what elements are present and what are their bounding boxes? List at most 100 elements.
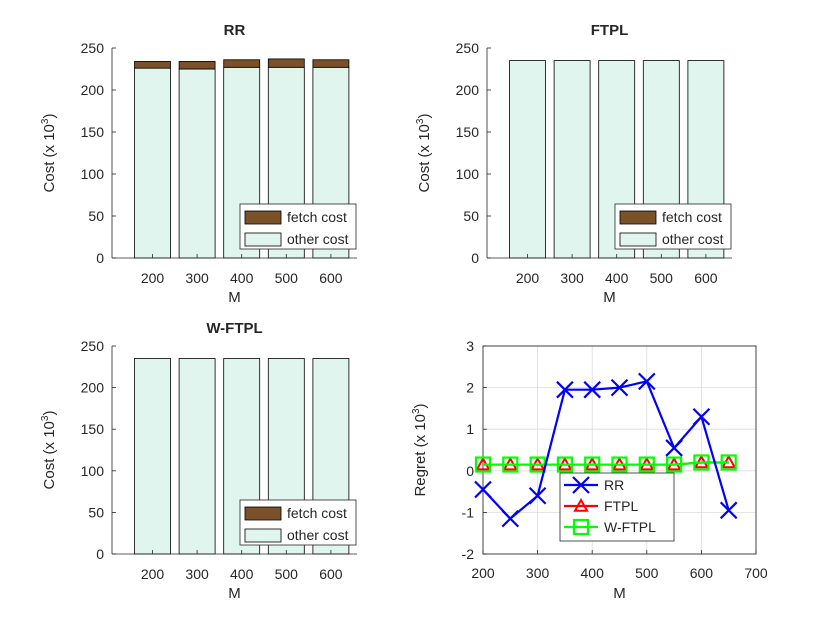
x-tick-label: 400 <box>230 566 254 582</box>
x-tick-label: 500 <box>275 566 299 582</box>
legend: RR FTPL W-FTPL <box>559 472 675 542</box>
legend-label: fetch cost <box>287 505 347 521</box>
y-axis-label-text: Regret (x 10 <box>412 414 429 497</box>
y-axis-label: Cost (x 103) <box>40 411 58 490</box>
x-tick-label: 200 <box>141 566 165 582</box>
y-tick-label: 100 <box>81 463 105 479</box>
legend-label: other cost <box>287 527 349 543</box>
series-line-W-FTPL <box>483 461 729 466</box>
bar-chart-w-ftpl: 0 50 100 150 200 250 200 300 400 500 600 W-FTPL Mfet… <box>81 320 357 602</box>
legend-swatch-fetch-cost <box>619 210 657 225</box>
y-tick-label: 50 <box>88 504 104 520</box>
point-RR-500 <box>638 372 656 391</box>
x-tick-label: 300 <box>185 566 209 582</box>
y-tick-label: 1 <box>466 421 474 437</box>
y-tick-label: 200 <box>81 82 105 98</box>
x-tick-label: 300 <box>526 565 550 581</box>
point-RR-450 <box>610 378 629 397</box>
point-RR-200 <box>474 480 492 499</box>
x-tick-label: 700 <box>744 565 768 581</box>
bar-other-cost-300 <box>178 358 216 555</box>
y-axis-label: Cost (x 103) <box>40 114 58 193</box>
y-tick-label: 0 <box>96 250 104 266</box>
chart-title: FTPL <box>591 22 629 39</box>
point-W-FTPL-550 <box>665 456 683 473</box>
y-tick-label: 0 <box>466 463 474 479</box>
x-tick-label: 400 <box>581 565 605 581</box>
y-tick-label: 0 <box>96 546 104 562</box>
y-axis-label-close: ) <box>412 403 429 408</box>
point-RR-650 <box>719 501 738 520</box>
y-axis-label-exponent: 3 <box>415 118 426 124</box>
legend-label: RR <box>604 477 624 493</box>
y-tick-label: 50 <box>88 208 104 224</box>
legend-label: fetch cost <box>287 209 347 225</box>
legend-swatch-other-cost <box>619 232 657 247</box>
y-axis-label-text: Cost (x 10 <box>416 124 433 192</box>
y-tick-label: 0 <box>471 250 479 266</box>
point-RR-600 <box>692 407 711 426</box>
y-tick-label: 250 <box>456 40 480 56</box>
y-tick-label: 2 <box>466 380 474 396</box>
y-tick-label: -1 <box>462 504 475 520</box>
plot-frame <box>482 345 757 555</box>
y-tick-label: 200 <box>456 82 480 98</box>
series-line-RR <box>482 380 730 521</box>
y-tick-label: 250 <box>81 40 105 56</box>
bar-fetch-cost-500 <box>267 58 305 68</box>
y-axis-label-exponent: 3 <box>411 408 422 414</box>
x-axis-label: M <box>613 585 626 602</box>
legend-marker-W-FTPL <box>572 518 590 536</box>
legend-label: other cost <box>662 231 724 247</box>
y-tick-label: 150 <box>456 124 480 140</box>
legend-marker-RR <box>572 476 590 494</box>
point-W-FTPL-250 <box>502 456 519 473</box>
bar-other-cost-200 <box>134 67 171 259</box>
series-RR <box>474 372 738 528</box>
point-RR-550 <box>665 439 683 457</box>
bar-fetch-cost-200 <box>134 61 171 69</box>
x-tick-label: 500 <box>635 565 659 581</box>
y-axis-label-exponent: 3 <box>40 415 51 421</box>
legend-label: W-FTPL <box>604 519 656 535</box>
legend-swatch-fetch-cost <box>244 210 282 225</box>
x-tick-label: 600 <box>694 270 718 286</box>
bar-other-cost-300 <box>553 60 591 259</box>
x-tick-label: 200 <box>516 270 540 286</box>
point-W-FTPL-400 <box>584 456 601 473</box>
legend-marker-FTPL <box>573 497 589 512</box>
y-tick-label: 100 <box>81 166 105 182</box>
point-W-FTPL-450 <box>611 456 628 473</box>
x-tick-label: 200 <box>471 565 495 581</box>
point-RR-250 <box>501 509 520 528</box>
legend-label: fetch cost <box>662 209 722 225</box>
y-tick-label: 3 <box>466 338 474 354</box>
y-axis-label: Cost (x 103) <box>415 114 433 193</box>
point-RR-400 <box>583 380 601 399</box>
x-tick-label: 300 <box>560 270 584 286</box>
point-RR-300 <box>528 486 547 505</box>
y-tick-label: 100 <box>456 166 480 182</box>
y-axis-label-close: ) <box>41 114 58 119</box>
bar-other-cost-200 <box>134 358 171 555</box>
legend-label: other cost <box>287 231 349 247</box>
point-W-FTPL-600 <box>693 454 710 471</box>
bar-other-cost-200 <box>509 60 546 259</box>
y-tick-label: 150 <box>81 124 105 140</box>
x-tick-label: 600 <box>319 270 343 286</box>
legend-swatch-other-cost <box>244 232 282 247</box>
x-axis-label: M <box>228 289 241 306</box>
x-tick-label: 500 <box>650 270 674 286</box>
legend-swatch-fetch-cost <box>244 506 282 521</box>
y-axis-label-close: ) <box>41 411 58 416</box>
series-W-FTPL <box>474 454 737 473</box>
legend-label: FTPL <box>604 498 638 514</box>
bar-other-cost-300 <box>178 68 216 259</box>
y-tick-label: -2 <box>462 546 475 562</box>
bar-fetch-cost-400 <box>223 59 261 68</box>
x-tick-label: 200 <box>141 270 165 286</box>
y-tick-label: 250 <box>81 338 105 354</box>
legend: fetch cost other cost <box>614 203 732 250</box>
